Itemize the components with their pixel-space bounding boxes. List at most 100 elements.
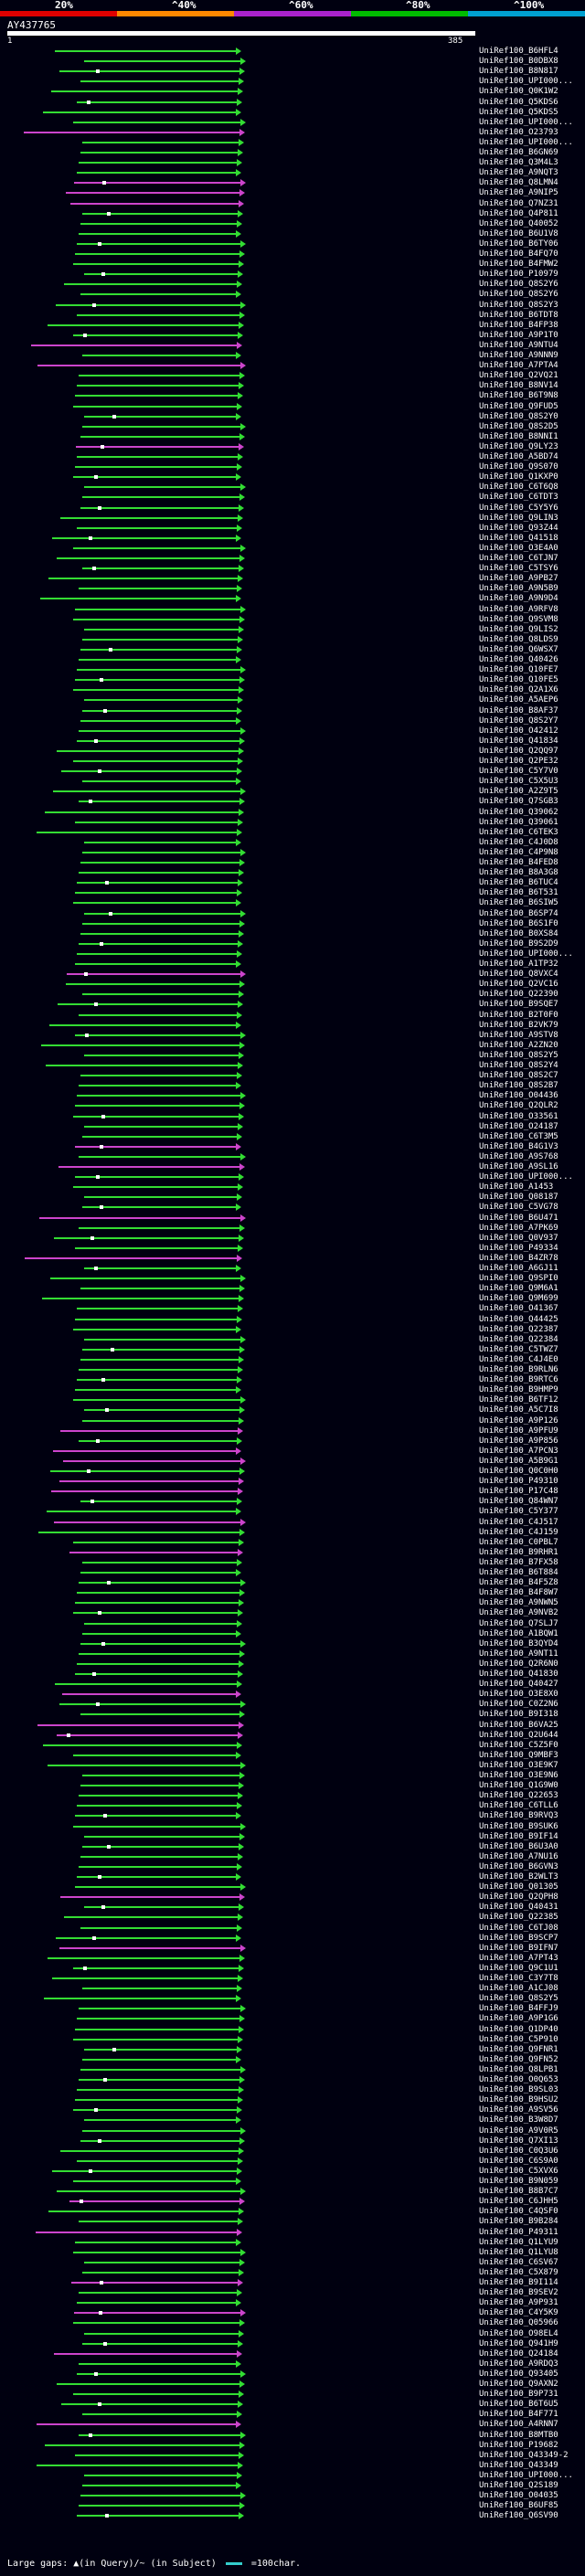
hit-row[interactable]: UniRef100_C6SV67 <box>0 2257 585 2268</box>
hit-row[interactable]: UniRef100_A9NTU4 <box>0 340 585 351</box>
hit-label[interactable]: UniRef100_O23793 <box>479 127 558 137</box>
hit-label[interactable]: UniRef100_A5BD74 <box>479 452 558 461</box>
hit-label[interactable]: UniRef100_B8MTB0 <box>479 2430 558 2440</box>
hit-row[interactable]: UniRef100_Q9AXN2 <box>0 2379 585 2390</box>
hit-label[interactable]: UniRef100_B9RHR1 <box>479 1547 558 1557</box>
hit-label[interactable]: UniRef100_A9V0R5 <box>479 2125 558 2136</box>
hit-label[interactable]: UniRef100_O3E8X0 <box>479 1690 558 1700</box>
hit-label[interactable]: UniRef100_O33561 <box>479 1111 558 1121</box>
hit-row[interactable]: UniRef100_C5XVX6 <box>0 2166 585 2177</box>
hit-row[interactable]: UniRef100_Q2S189 <box>0 2480 585 2491</box>
hit-label[interactable]: UniRef100_Q0V937 <box>479 1233 558 1243</box>
hit-row[interactable]: UniRef100_A5B9G1 <box>0 1456 585 1467</box>
hit-label[interactable]: UniRef100_B4FP38 <box>479 320 558 330</box>
hit-row[interactable]: UniRef100_B9IFN7 <box>0 1943 585 1954</box>
hit-row[interactable]: UniRef100_C4J4E0 <box>0 1354 585 1365</box>
hit-label[interactable]: UniRef100_Q10FE7 <box>479 665 558 675</box>
hit-label[interactable]: UniRef100_Q40052 <box>479 218 558 228</box>
hit-row[interactable]: UniRef100_UPI000... <box>0 949 585 959</box>
hit-label[interactable]: UniRef100_C3Y7T8 <box>479 1974 558 1983</box>
hit-row[interactable]: UniRef100_O3E9N6 <box>0 1770 585 1781</box>
hit-row[interactable]: UniRef100_B4F5Z8 <box>0 1577 585 1588</box>
hit-label[interactable]: UniRef100_A9P126 <box>479 1415 558 1426</box>
hit-row[interactable]: UniRef100_O3E9K7 <box>0 1760 585 1771</box>
hit-label[interactable]: UniRef100_Q40427 <box>479 1680 558 1690</box>
hit-label[interactable]: UniRef100_A1453 <box>479 1182 554 1193</box>
hit-label[interactable]: UniRef100_B6U471 <box>479 1213 558 1223</box>
hit-row[interactable]: UniRef100_C6TLL6 <box>0 1800 585 1811</box>
hit-row[interactable]: UniRef100_Q0V937 <box>0 1233 585 1244</box>
hit-row[interactable]: UniRef100_C5VG78 <box>0 1202 585 1213</box>
hit-label[interactable]: UniRef100_P49334 <box>479 1243 558 1253</box>
hit-row[interactable]: UniRef100_B2VK79 <box>0 1020 585 1031</box>
hit-row[interactable]: UniRef100_B9HMP9 <box>0 1384 585 1395</box>
hit-row[interactable]: UniRef100_Q7NZ31 <box>0 198 585 209</box>
hit-label[interactable]: UniRef100_B9P731 <box>479 2390 558 2400</box>
hit-row[interactable]: UniRef100_Q10FE7 <box>0 664 585 675</box>
hit-row[interactable]: UniRef100_C6S9A0 <box>0 2156 585 2167</box>
hit-row[interactable]: UniRef100_A9S768 <box>0 1151 585 1162</box>
hit-label[interactable]: UniRef100_Q2PE32 <box>479 757 558 766</box>
hit-label[interactable]: UniRef100_C6T3M5 <box>479 1131 558 1141</box>
hit-label[interactable]: UniRef100_Q22390 <box>479 990 558 1000</box>
hit-row[interactable]: UniRef100_B6VA25 <box>0 1720 585 1731</box>
hit-row[interactable]: UniRef100_Q9MBF3 <box>0 1750 585 1761</box>
hit-label[interactable]: UniRef100_Q2A1X6 <box>479 685 558 695</box>
hit-label[interactable]: UniRef100_B8AF37 <box>479 705 558 716</box>
hit-label[interactable]: UniRef100_Q8S2C7 <box>479 1071 558 1081</box>
hit-label[interactable]: UniRef100_Q2QLR2 <box>479 1101 558 1111</box>
hit-label[interactable]: UniRef100_B9B284 <box>479 2217 558 2227</box>
hit-label[interactable]: UniRef100_Q4P811 <box>479 208 558 218</box>
hit-row[interactable]: UniRef100_B7FX58 <box>0 1557 585 1568</box>
hit-label[interactable]: UniRef100_Q41518 <box>479 533 558 543</box>
hit-row[interactable]: UniRef100_Q7SGB3 <box>0 796 585 807</box>
hit-row[interactable]: UniRef100_A9SL16 <box>0 1161 585 1172</box>
hit-row[interactable]: UniRef100_Q9FN52 <box>0 2054 585 2065</box>
hit-label[interactable]: UniRef100_C5Y5Y6 <box>479 503 558 513</box>
hit-label[interactable]: UniRef100_C4QSF0 <box>479 2207 558 2217</box>
hit-row[interactable]: UniRef100_A9SV56 <box>0 2104 585 2115</box>
hit-row[interactable]: UniRef100_Q40427 <box>0 1679 585 1690</box>
hit-row[interactable]: UniRef100_C6TEK3 <box>0 827 585 838</box>
hit-row[interactable]: UniRef100_Q1LYU8 <box>0 2247 585 2258</box>
hit-row[interactable]: UniRef100_B8A3G8 <box>0 867 585 878</box>
hit-row[interactable]: UniRef100_B9S2D9 <box>0 938 585 949</box>
hit-row[interactable]: UniRef100_Q8VXC4 <box>0 969 585 980</box>
hit-row[interactable]: UniRef100_A9N5B9 <box>0 583 585 594</box>
hit-label[interactable]: UniRef100_C5TSY6 <box>479 564 558 574</box>
hit-row[interactable]: UniRef100_O33561 <box>0 1111 585 1122</box>
hit-row[interactable]: UniRef100_Q8LDS9 <box>0 634 585 645</box>
hit-label[interactable]: UniRef100_B6TUC4 <box>479 878 558 888</box>
hit-row[interactable]: UniRef100_B6TUC4 <box>0 877 585 888</box>
hit-row[interactable]: UniRef100_UPI000... <box>0 117 585 128</box>
hit-row[interactable]: UniRef100_Q9SPI0 <box>0 1273 585 1284</box>
hit-row[interactable]: UniRef100_Q9S070 <box>0 461 585 472</box>
hit-label[interactable]: UniRef100_O04035 <box>479 2491 558 2501</box>
hit-row[interactable]: UniRef100_B8N817 <box>0 66 585 77</box>
hit-row[interactable]: UniRef100_B4G1V3 <box>0 1141 585 1152</box>
hit-row[interactable]: UniRef100_Q9SVM8 <box>0 614 585 625</box>
hit-row[interactable]: UniRef100_Q7XI13 <box>0 2136 585 2147</box>
hit-label[interactable]: UniRef100_O04436 <box>479 1091 558 1101</box>
hit-label[interactable]: UniRef100_A9S768 <box>479 1151 558 1161</box>
hit-label[interactable]: UniRef100_B8A3G8 <box>479 868 558 878</box>
hit-label[interactable]: UniRef100_Q9M6A1 <box>479 1284 558 1294</box>
hit-row[interactable]: UniRef100_C6TJN7 <box>0 553 585 564</box>
hit-row[interactable]: UniRef100_Q44425 <box>0 1314 585 1325</box>
hit-label[interactable]: UniRef100_Q8LDS9 <box>479 634 558 644</box>
hit-label[interactable]: UniRef100_A7PCN3 <box>479 1446 558 1456</box>
hit-row[interactable]: UniRef100_B2WLT3 <box>0 1871 585 1882</box>
hit-row[interactable]: UniRef100_Q941H9 <box>0 2338 585 2349</box>
hit-label[interactable]: UniRef100_Q1DP40 <box>479 2024 558 2034</box>
hit-row[interactable]: UniRef100_Q8S2Y3 <box>0 300 585 311</box>
hit-row[interactable]: UniRef100_Q5KDS6 <box>0 97 585 108</box>
hit-label[interactable]: UniRef100_P10979 <box>479 270 558 280</box>
hit-label[interactable]: UniRef100_Q9FUD5 <box>479 401 558 411</box>
hit-row[interactable]: UniRef100_Q9LY23 <box>0 441 585 452</box>
hit-row[interactable]: UniRef100_Q1KXP0 <box>0 472 585 482</box>
hit-row[interactable]: UniRef100_Q0C0H0 <box>0 1466 585 1477</box>
hit-label[interactable]: UniRef100_B2T0F0 <box>479 1010 558 1020</box>
hit-row[interactable]: UniRef100_A9P1G6 <box>0 2013 585 2024</box>
hit-row[interactable]: UniRef100_C5X879 <box>0 2267 585 2278</box>
hit-row[interactable]: UniRef100_A9PB27 <box>0 573 585 584</box>
